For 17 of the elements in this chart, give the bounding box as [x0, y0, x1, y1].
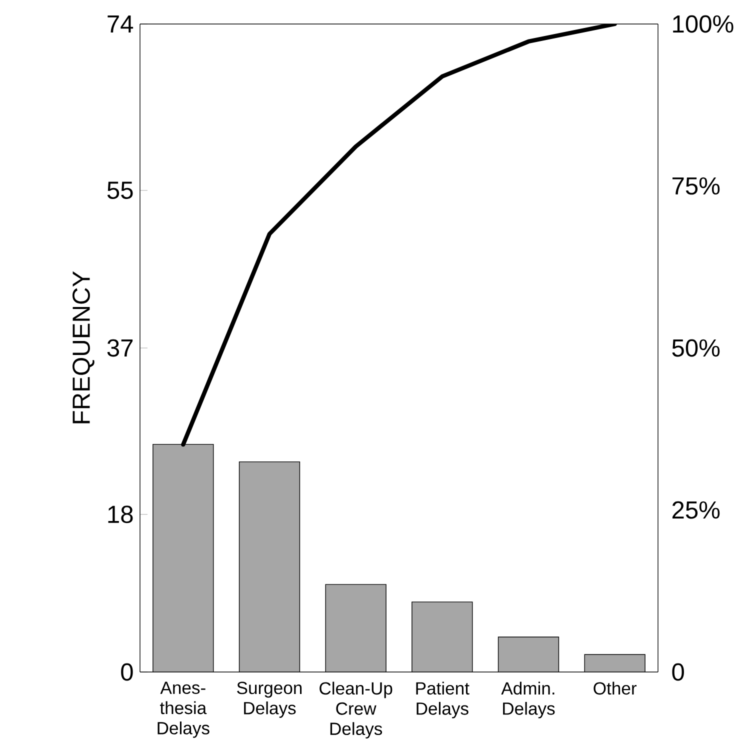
- y2-tick-label: 50%: [672, 339, 720, 357]
- y2-tick-label: 0: [672, 663, 684, 681]
- x-tick-label: Surgeon Delays: [237, 682, 302, 718]
- y2-tick-label: 100%: [673, 15, 734, 33]
- y-tick-label: 0: [121, 663, 133, 681]
- y-tick-label: 55: [107, 182, 133, 199]
- x-tick-label: Clean-Up Crew Delays: [320, 682, 392, 739]
- x-tick-label: Admin. Delays: [501, 682, 555, 718]
- y-axis-title: FREQUENCY: [72, 271, 94, 424]
- x-tick-label: Other: [594, 682, 637, 695]
- y2-tick-label: 75%: [672, 177, 720, 195]
- x-tick-label: Patient Delays: [416, 682, 470, 718]
- x-tick-label: Anes-thesia Delays: [158, 682, 210, 738]
- y-tick-label: 74: [108, 16, 134, 32]
- y-tick-label: 18: [108, 506, 133, 524]
- y2-tick-label: 25%: [672, 501, 720, 519]
- y-tick-label: 37: [107, 339, 133, 357]
